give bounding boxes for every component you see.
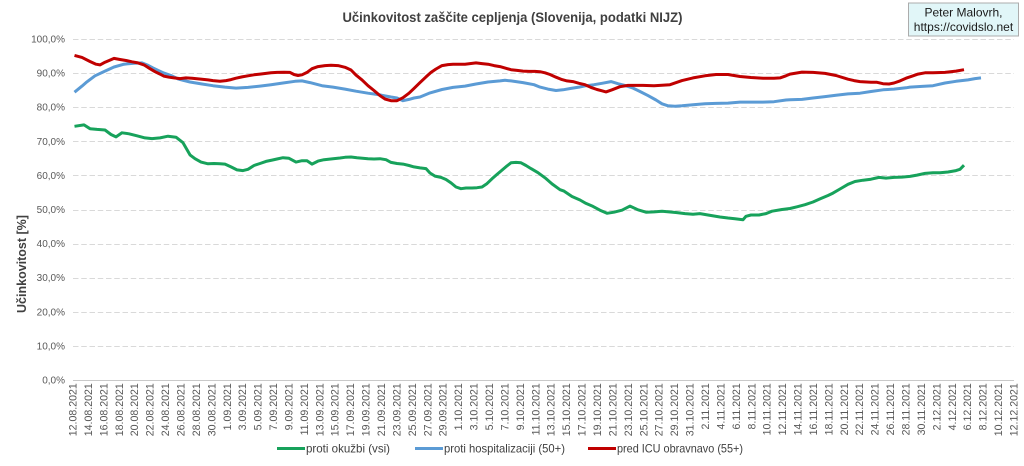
svg-text:19.10.2021: 19.10.2021	[592, 383, 604, 436]
svg-text:1.10.2021: 1.10.2021	[453, 383, 465, 430]
svg-text:7.09.2021: 7.09.2021	[268, 383, 280, 430]
svg-text:9.09.2021: 9.09.2021	[284, 383, 296, 430]
svg-text:40,0%: 40,0%	[37, 239, 65, 250]
svg-text:13.10.2021: 13.10.2021	[546, 383, 558, 436]
svg-text:25.10.2021: 25.10.2021	[638, 383, 650, 436]
svg-text:90,0%: 90,0%	[37, 69, 65, 80]
svg-text:10,0%: 10,0%	[37, 341, 65, 352]
svg-text:27.09.2021: 27.09.2021	[422, 383, 434, 436]
svg-text:17.10.2021: 17.10.2021	[577, 383, 589, 436]
svg-text:50,0%: 50,0%	[37, 205, 65, 216]
svg-text:21.09.2021: 21.09.2021	[376, 383, 388, 436]
svg-text:30.08.2021: 30.08.2021	[206, 383, 218, 436]
svg-text:30,0%: 30,0%	[37, 273, 65, 284]
svg-text:6.12.2021: 6.12.2021	[962, 383, 974, 430]
svg-text:19.09.2021: 19.09.2021	[361, 383, 373, 436]
svg-text:31.10.2021: 31.10.2021	[685, 383, 697, 436]
svg-text:10.11.2021: 10.11.2021	[762, 383, 774, 435]
svg-text:25.09.2021: 25.09.2021	[407, 383, 419, 436]
svg-text:proti okužbi (vsi): proti okužbi (vsi)	[306, 442, 390, 456]
svg-text:60,0%: 60,0%	[37, 171, 65, 182]
svg-text:29.09.2021: 29.09.2021	[438, 383, 450, 436]
svg-text:pred ICU obravnavo (55+): pred ICU obravnavo (55+)	[617, 442, 743, 456]
svg-text:80,0%: 80,0%	[37, 103, 65, 114]
svg-text:13.09.2021: 13.09.2021	[314, 383, 326, 436]
svg-text:20.08.2021: 20.08.2021	[129, 383, 141, 436]
svg-text:7.10.2021: 7.10.2021	[499, 383, 511, 430]
svg-text:proti hospitalizaciji (50+): proti hospitalizaciji (50+)	[444, 442, 565, 456]
svg-text:3.10.2021: 3.10.2021	[469, 383, 481, 430]
svg-text:26.08.2021: 26.08.2021	[176, 383, 188, 436]
svg-text:18.08.2021: 18.08.2021	[114, 383, 126, 436]
svg-text:2.11.2021: 2.11.2021	[700, 383, 712, 429]
svg-text:24.08.2021: 24.08.2021	[160, 383, 172, 436]
svg-text:11.10.2021: 11.10.2021	[530, 383, 542, 435]
svg-text:70,0%: 70,0%	[37, 137, 65, 148]
svg-text:4.12.2021: 4.12.2021	[947, 383, 959, 430]
svg-text:27.10.2021: 27.10.2021	[654, 383, 666, 436]
svg-text:9.10.2021: 9.10.2021	[515, 383, 527, 430]
svg-text:Peter Malovrh,: Peter Malovrh,	[924, 6, 1002, 20]
svg-text:6.11.2021: 6.11.2021	[731, 383, 743, 429]
svg-text:30.11.2021: 30.11.2021	[916, 383, 928, 435]
svg-text:23.09.2021: 23.09.2021	[392, 383, 404, 436]
svg-text:24.11.2021: 24.11.2021	[870, 383, 882, 435]
svg-text:17.09.2021: 17.09.2021	[345, 383, 357, 436]
svg-text:12.12.2021: 12.12.2021	[1009, 383, 1021, 436]
svg-text:22.08.2021: 22.08.2021	[145, 383, 157, 436]
svg-text:3.09.2021: 3.09.2021	[237, 383, 249, 430]
svg-text:100,0%: 100,0%	[31, 35, 65, 46]
svg-text:Učinkovitost [%]: Učinkovitost [%]	[15, 215, 29, 313]
svg-text:0,0%: 0,0%	[42, 376, 65, 387]
svg-text:16.11.2021: 16.11.2021	[808, 383, 820, 435]
svg-text:8.12.2021: 8.12.2021	[978, 383, 990, 430]
svg-text:12.11.2021: 12.11.2021	[777, 383, 789, 435]
svg-text:1.09.2021: 1.09.2021	[222, 383, 234, 430]
svg-text:20.11.2021: 20.11.2021	[839, 383, 851, 435]
svg-text:29.10.2021: 29.10.2021	[669, 383, 681, 436]
svg-text:22.11.2021: 22.11.2021	[854, 383, 866, 435]
svg-text:12.08.2021: 12.08.2021	[68, 383, 80, 436]
svg-text:28.08.2021: 28.08.2021	[191, 383, 203, 436]
svg-text:14.11.2021: 14.11.2021	[793, 383, 805, 435]
svg-text:5.10.2021: 5.10.2021	[484, 383, 496, 430]
svg-text:2.12.2021: 2.12.2021	[931, 383, 943, 430]
svg-text:21.10.2021: 21.10.2021	[607, 383, 619, 436]
svg-text:16.08.2021: 16.08.2021	[98, 383, 110, 436]
svg-text:20,0%: 20,0%	[37, 307, 65, 318]
svg-text:14.08.2021: 14.08.2021	[83, 383, 95, 436]
svg-text:26.11.2021: 26.11.2021	[885, 383, 897, 435]
svg-text:10.12.2021: 10.12.2021	[993, 383, 1005, 436]
svg-text:Učinkovitost zaščite cepljenja: Učinkovitost zaščite cepljenja (Slovenij…	[343, 9, 683, 25]
svg-text:4.11.2021: 4.11.2021	[715, 383, 727, 429]
svg-text:15.09.2021: 15.09.2021	[330, 383, 342, 436]
svg-text:15.10.2021: 15.10.2021	[561, 383, 573, 436]
svg-text:28.11.2021: 28.11.2021	[901, 383, 913, 435]
svg-text:11.09.2021: 11.09.2021	[299, 383, 311, 435]
svg-text:18.11.2021: 18.11.2021	[823, 383, 835, 435]
svg-text:8.11.2021: 8.11.2021	[746, 383, 758, 429]
svg-text:23.10.2021: 23.10.2021	[623, 383, 635, 436]
svg-text:5.09.2021: 5.09.2021	[253, 383, 265, 430]
svg-text:https://covidslo.net: https://covidslo.net	[914, 20, 1014, 34]
